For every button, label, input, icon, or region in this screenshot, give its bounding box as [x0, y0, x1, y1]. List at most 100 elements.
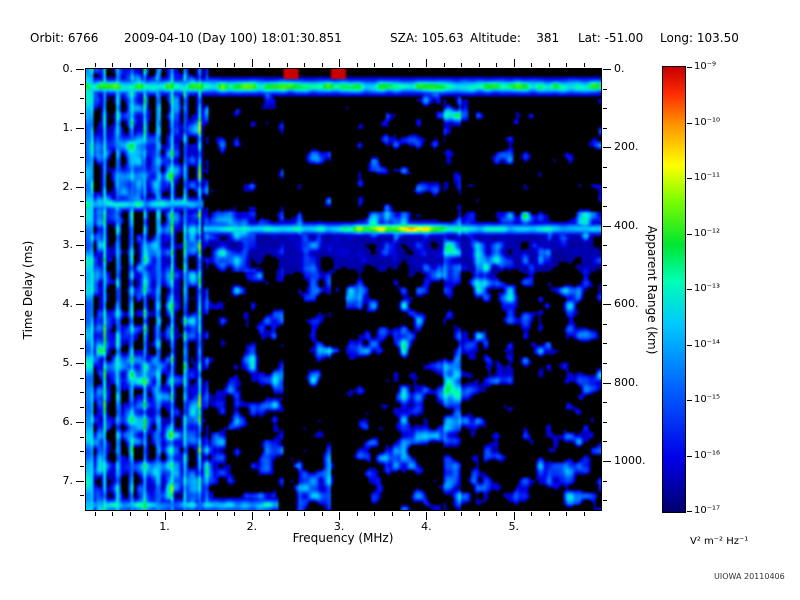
x-major-tick — [426, 59, 428, 67]
x-axis-title: Frequency (MHz) — [292, 531, 394, 545]
x-minor-tick — [286, 63, 288, 67]
x-minor-tick — [182, 63, 184, 67]
y-left-tick-label: 1. — [62, 120, 74, 134]
x-major-tick — [251, 59, 253, 67]
y-left-major-tick — [76, 363, 84, 364]
y-left-minor-tick — [80, 451, 84, 453]
colorbar-tick-label: 10⁻¹¹ — [694, 172, 721, 183]
watermark-credit: UIOWA 20110406 — [714, 572, 785, 581]
x-minor-tick — [112, 63, 114, 67]
y-right-major-tick — [603, 69, 611, 70]
colorbar-tick — [687, 122, 692, 124]
colorbar-tick — [687, 178, 692, 179]
y-right-major-tick — [603, 382, 611, 384]
x-minor-tick — [583, 63, 585, 67]
y-left-minor-tick — [80, 260, 84, 262]
colorbar-tick — [687, 455, 692, 457]
y-left-major-tick — [76, 69, 84, 70]
x-minor-tick — [531, 63, 533, 67]
y-right-minor-tick — [603, 402, 607, 404]
y-left-tick-label: 7. — [62, 473, 74, 487]
y-right-minor-tick — [603, 480, 607, 482]
y-left-minor-tick — [80, 142, 84, 144]
y-left-tick-label: 5. — [62, 356, 74, 369]
y-left-major-tick — [76, 245, 84, 247]
y-right-minor-tick — [603, 500, 607, 502]
x-major-tick — [513, 512, 515, 520]
y-left-major-tick — [76, 186, 84, 188]
y-left-minor-tick — [80, 289, 84, 291]
colorbar-tick-label: 10⁻¹⁵ — [694, 394, 721, 405]
y-left-tick-label: 3. — [62, 238, 74, 252]
x-minor-tick — [391, 63, 393, 67]
y-right-minor-tick — [603, 186, 607, 188]
y-left-tick-label: 4. — [62, 297, 74, 311]
y-left-minor-tick — [80, 201, 84, 203]
x-minor-tick — [304, 512, 306, 516]
x-minor-tick — [443, 63, 445, 67]
y-right-tick-label: 200. — [614, 140, 639, 154]
y-left-minor-tick — [80, 495, 84, 497]
x-minor-tick — [216, 63, 218, 67]
x-minor-tick — [461, 63, 463, 67]
longitude-value: Long: 103.50 — [660, 31, 739, 45]
x-tick-label: 5. — [508, 520, 519, 533]
x-minor-tick — [199, 63, 201, 67]
x-minor-tick — [356, 512, 358, 516]
x-minor-tick — [496, 512, 498, 516]
y-left-minor-tick — [80, 113, 84, 115]
y-right-major-tick — [603, 147, 611, 149]
x-minor-tick — [496, 63, 498, 67]
colorbar-tick — [687, 344, 692, 346]
colorbar-tick-label: 10⁻⁹ — [694, 61, 717, 72]
x-minor-tick — [356, 63, 358, 67]
x-minor-tick — [94, 512, 96, 516]
y-axis-title-right: Apparent Range (km) — [645, 225, 659, 355]
x-minor-tick — [304, 63, 306, 67]
x-minor-tick — [216, 512, 218, 516]
x-tick-label: 1. — [159, 520, 170, 533]
colorbar-tick — [687, 511, 692, 512]
y-right-minor-tick — [603, 167, 607, 168]
colorbar — [662, 66, 686, 513]
x-minor-tick — [478, 63, 480, 67]
x-minor-tick — [321, 63, 323, 67]
x-minor-tick — [234, 512, 236, 516]
y-right-minor-tick — [603, 363, 607, 364]
colorbar-tick-label: 10⁻¹⁶ — [694, 449, 721, 461]
x-minor-tick — [269, 63, 271, 67]
x-minor-tick — [112, 512, 114, 516]
colorbar-tick — [687, 233, 692, 235]
y-right-minor-tick — [603, 206, 607, 208]
colorbar-tick-label: 10⁻¹⁰ — [694, 116, 721, 128]
colorbar-tick — [687, 289, 692, 290]
y-axis-title-left: Time Delay (ms) — [21, 240, 35, 340]
y-right-major-tick — [603, 225, 611, 227]
x-major-tick — [339, 59, 341, 67]
x-minor-tick — [199, 512, 201, 516]
y-right-minor-tick — [603, 127, 607, 129]
x-major-tick — [426, 512, 428, 520]
orbit-value: Orbit: 6766 — [30, 31, 99, 45]
x-minor-tick — [147, 63, 149, 67]
x-major-tick — [251, 512, 253, 520]
x-minor-tick — [129, 63, 131, 67]
y-left-major-tick — [76, 480, 84, 482]
x-minor-tick — [566, 512, 568, 516]
x-minor-tick — [374, 63, 376, 67]
y-left-minor-tick — [80, 348, 84, 350]
latitude-value: Lat: -51.00 — [578, 31, 644, 45]
y-right-major-tick — [603, 461, 611, 462]
x-minor-tick — [443, 512, 445, 516]
y-right-minor-tick — [603, 343, 607, 345]
altitude-value: Altitude: 381 — [470, 31, 560, 45]
x-minor-tick — [566, 63, 568, 67]
x-minor-tick — [321, 512, 323, 516]
y-left-minor-tick — [80, 377, 84, 379]
y-left-major-tick — [76, 421, 84, 423]
x-minor-tick — [391, 512, 393, 516]
x-minor-tick — [478, 512, 480, 516]
y-left-minor-tick — [80, 407, 84, 409]
y-right-minor-tick — [603, 323, 607, 325]
x-minor-tick — [94, 63, 96, 67]
